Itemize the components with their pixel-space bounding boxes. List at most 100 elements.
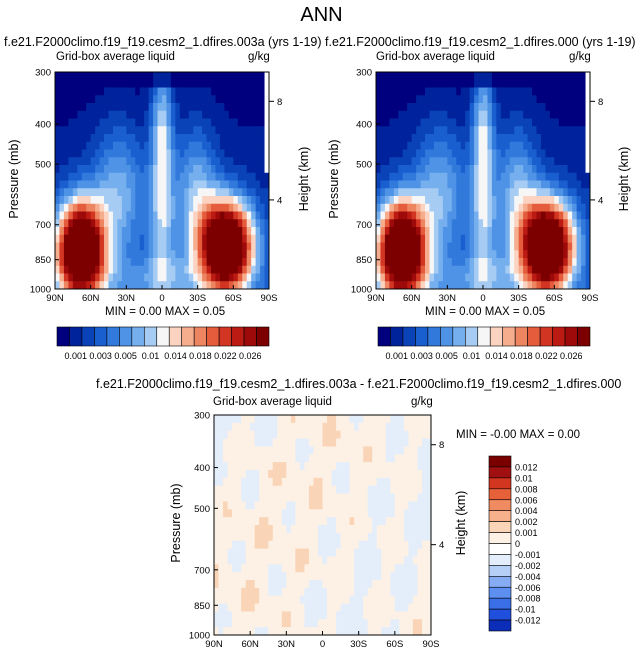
heat-cell xyxy=(581,118,586,127)
heat-cell xyxy=(398,172,404,181)
heat-cell xyxy=(381,525,387,534)
heat-cell xyxy=(268,462,274,471)
heat-cell xyxy=(407,234,413,243)
heat-cell xyxy=(527,72,533,81)
heat-cell xyxy=(218,517,224,526)
heat-cell xyxy=(281,501,287,510)
heat-cell xyxy=(585,165,591,174)
heat-cell xyxy=(130,103,136,112)
heat-cell xyxy=(420,157,426,166)
heat-cell xyxy=(237,79,243,88)
heat-cell xyxy=(308,493,314,502)
heat-cell xyxy=(376,95,381,104)
heat-cell xyxy=(417,587,423,597)
heat-cell xyxy=(77,227,83,236)
heat-cell xyxy=(241,430,247,439)
heat-cell xyxy=(162,87,167,96)
heat-cell xyxy=(465,250,471,259)
heat-cell xyxy=(224,234,230,243)
heat-cell xyxy=(563,103,569,112)
heat-cell xyxy=(390,540,396,549)
heat-cell xyxy=(411,95,417,104)
heat-cell xyxy=(447,227,453,236)
heat-cell xyxy=(345,564,351,573)
heat-cell xyxy=(77,203,83,212)
heat-cell xyxy=(228,265,234,274)
heat-cell xyxy=(86,157,92,166)
heat-cell xyxy=(241,525,247,534)
heat-cell xyxy=(474,87,479,96)
heat-cell xyxy=(483,250,488,259)
heat-cell xyxy=(77,242,83,251)
heat-cell xyxy=(290,477,296,487)
heat-cell xyxy=(175,188,181,197)
heat-cell xyxy=(585,79,591,88)
heat-cell xyxy=(429,103,435,112)
heat-cell xyxy=(567,234,573,243)
heat-cell xyxy=(63,134,69,143)
heat-cell xyxy=(545,172,551,181)
heat-cell xyxy=(500,281,506,290)
heat-cell xyxy=(389,227,395,236)
heat-cell xyxy=(540,250,546,259)
heat-cell xyxy=(264,265,270,274)
heat-cell xyxy=(518,227,524,236)
heat-cell xyxy=(135,234,141,243)
heat-cell xyxy=(117,149,123,158)
heat-cell xyxy=(304,454,310,463)
heat-cell xyxy=(523,203,528,212)
heat-cell xyxy=(241,501,247,510)
heat-cell xyxy=(478,196,484,205)
heat-cell xyxy=(104,134,109,143)
heat-cell xyxy=(236,454,242,463)
heat-cell xyxy=(545,211,551,220)
heat-cell xyxy=(336,477,341,487)
heat-cell xyxy=(505,157,511,166)
heat-cell xyxy=(72,157,78,166)
heat-cell xyxy=(55,79,60,88)
heat-cell xyxy=(95,242,100,251)
heat-cell xyxy=(399,415,405,424)
heat-cell xyxy=(86,219,92,228)
heat-cell xyxy=(345,619,351,628)
heat-cell xyxy=(295,509,301,518)
heat-cell xyxy=(469,141,475,150)
heat-cell xyxy=(487,95,493,104)
heat-cell xyxy=(429,149,435,158)
y-tick-label: 700 xyxy=(356,220,372,231)
heat-cell xyxy=(193,188,199,197)
heat-cell xyxy=(112,258,118,267)
heat-cell xyxy=(581,157,586,166)
heat-cell xyxy=(255,165,261,174)
heat-cell xyxy=(108,79,114,88)
heat-cell xyxy=(179,157,185,166)
heat-cell xyxy=(429,110,435,119)
heat-cell xyxy=(241,415,247,424)
heat-cell xyxy=(264,196,270,205)
heat-cell xyxy=(139,234,145,243)
heat-cell xyxy=(417,619,423,628)
heat-cell xyxy=(112,126,118,135)
heat-cell xyxy=(460,258,466,267)
heat-cell xyxy=(358,611,364,620)
heat-cell xyxy=(585,118,591,127)
heat-cell xyxy=(162,227,167,236)
heat-cell xyxy=(77,265,83,274)
heat-cell xyxy=(417,517,423,526)
heat-cell xyxy=(130,95,136,104)
heat-cell xyxy=(394,462,400,471)
heat-cell xyxy=(317,430,323,439)
heat-cell xyxy=(496,103,502,112)
heat-cell xyxy=(367,493,373,502)
heat-cell xyxy=(407,134,413,143)
heat-cell xyxy=(90,165,96,174)
heat-cell xyxy=(540,118,546,127)
heat-cell xyxy=(166,180,172,189)
heat-cell xyxy=(385,485,391,494)
heat-cell xyxy=(255,265,261,274)
heat-cell xyxy=(349,493,355,502)
heat-cell xyxy=(281,477,287,487)
heat-cell xyxy=(144,281,150,290)
heat-cell xyxy=(135,265,141,274)
heat-cell xyxy=(532,134,537,143)
